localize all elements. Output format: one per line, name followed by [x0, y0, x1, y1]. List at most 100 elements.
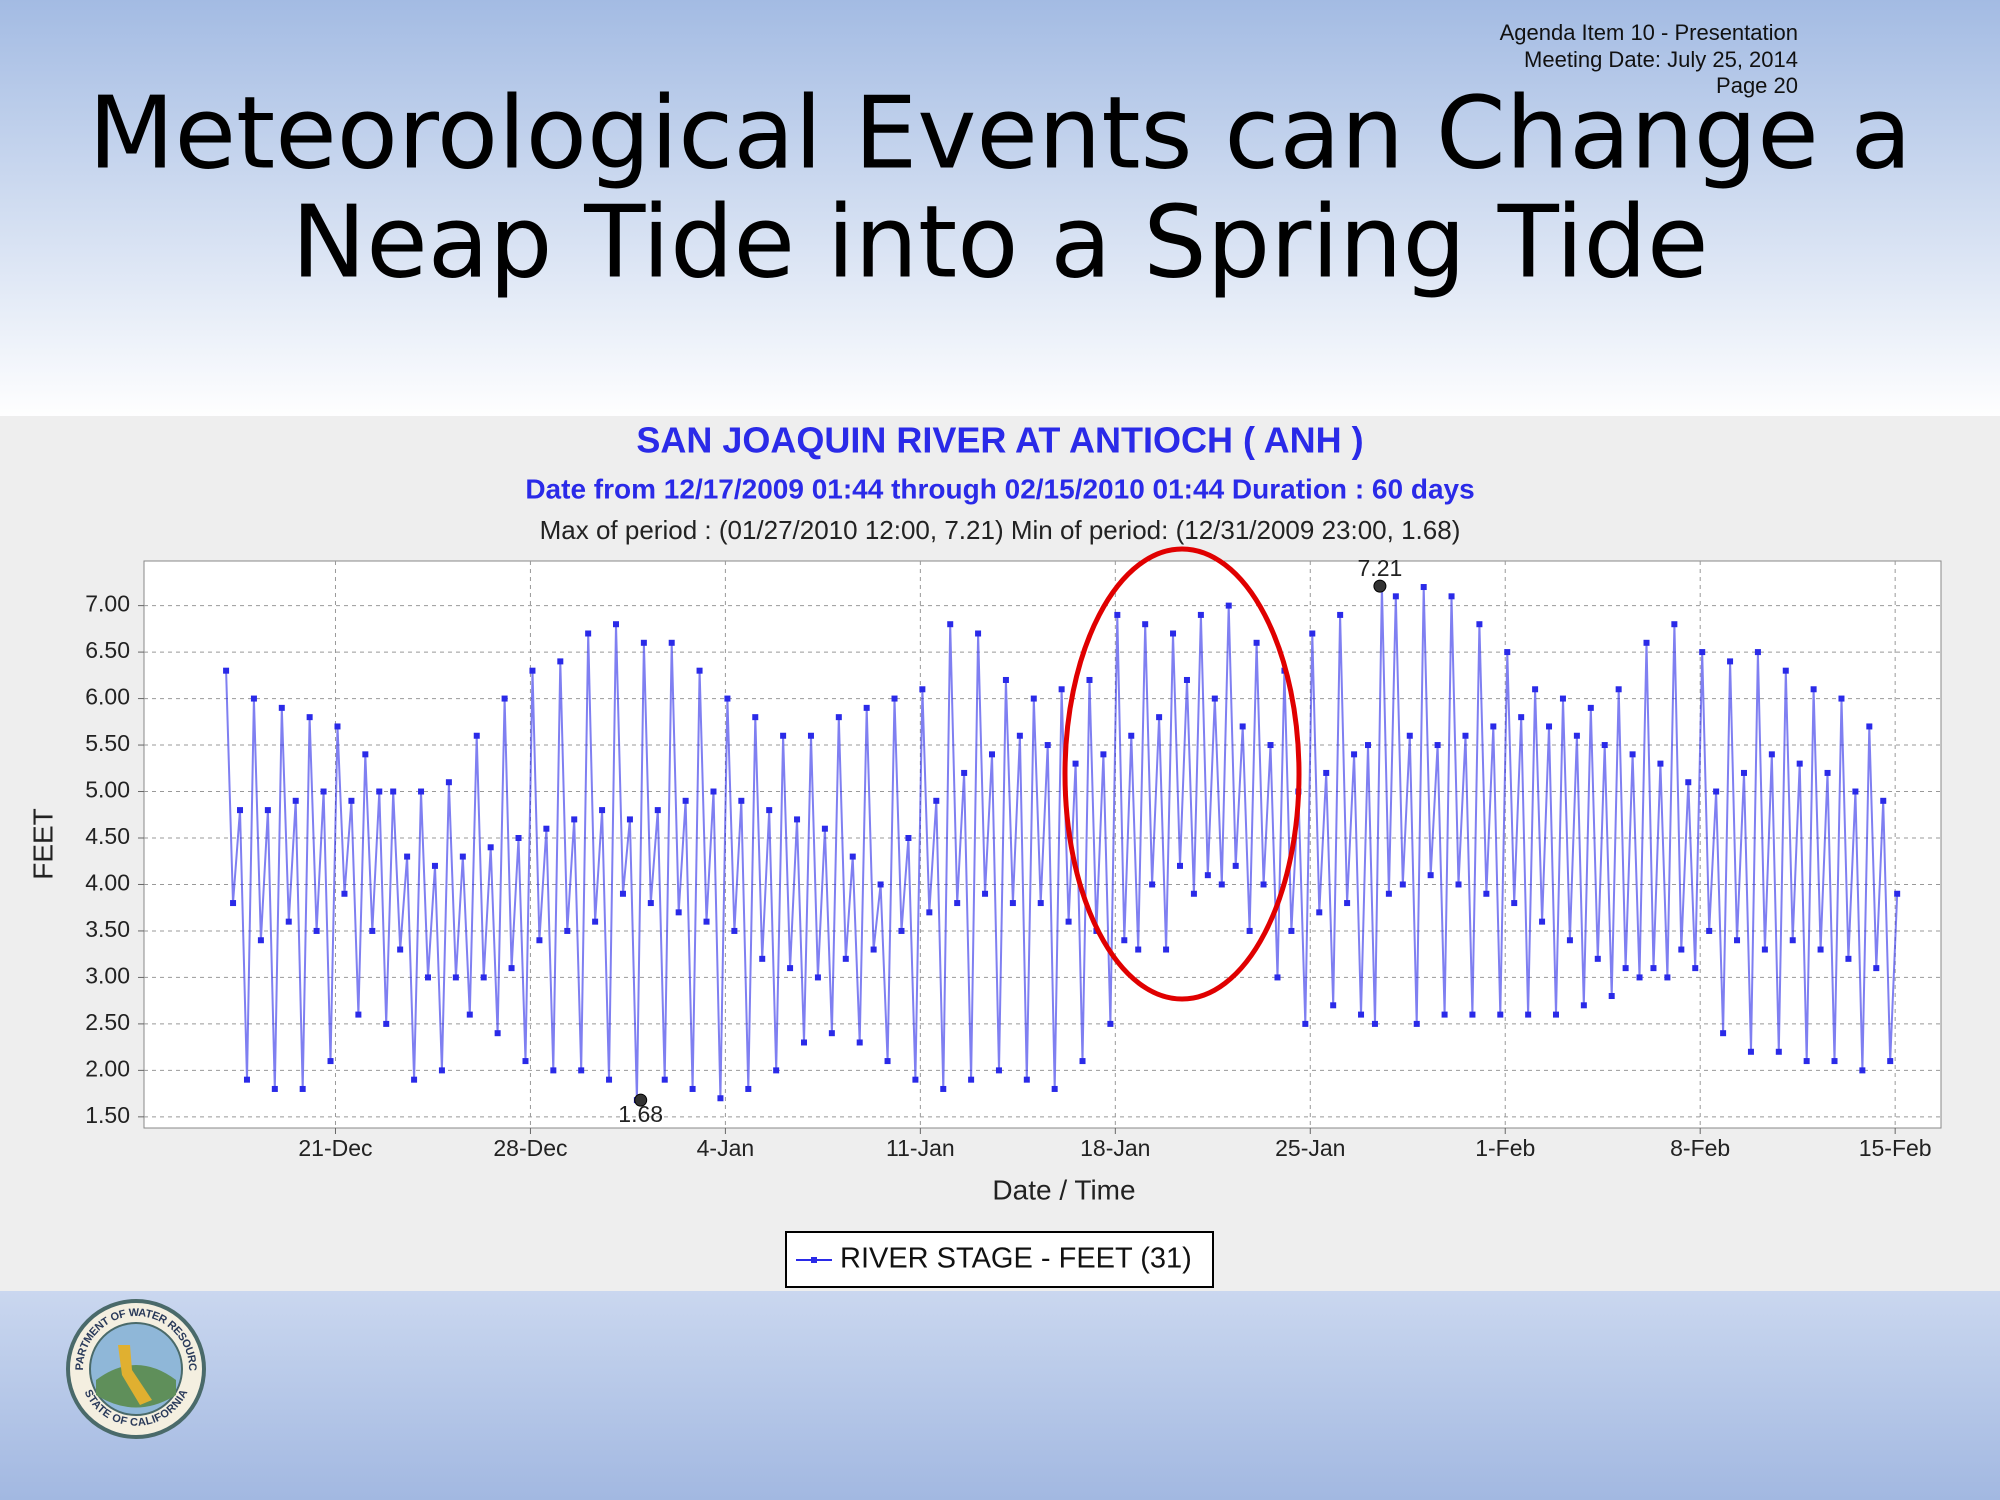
- data-point: [661, 1076, 668, 1083]
- data-point: [1747, 1048, 1754, 1055]
- data-point: [710, 788, 717, 795]
- data-point: [1546, 723, 1553, 730]
- data-point: [696, 667, 703, 674]
- slide-title: Meteorological Events can Change a: [88, 74, 1912, 191]
- data-point: [1344, 900, 1351, 907]
- data-point: [975, 630, 982, 637]
- highlight-ellipse: [1062, 546, 1302, 1002]
- data-point: [968, 1076, 975, 1083]
- data-point: [647, 900, 654, 907]
- data-point: [1337, 611, 1344, 618]
- data-point: [1608, 993, 1615, 1000]
- data-point: [1469, 1011, 1476, 1018]
- data-point: [988, 751, 995, 758]
- y-tick-label: 7.00: [85, 591, 130, 617]
- data-point: [1427, 872, 1434, 879]
- data-point: [1692, 965, 1699, 972]
- data-point: [759, 955, 766, 962]
- data-point: [355, 1011, 362, 1018]
- data-point: [257, 937, 264, 944]
- chart-title: SAN JOAQUIN RIVER AT ANTIOCH ( ANH ): [636, 420, 1363, 461]
- data-point: [1072, 760, 1079, 767]
- data-point: [1539, 918, 1546, 925]
- data-point: [1267, 742, 1274, 749]
- x-tick-label: 18-Jan: [1080, 1135, 1150, 1161]
- data-point: [313, 927, 320, 934]
- data-point: [383, 1020, 390, 1027]
- legend-label: RIVER STAGE - FEET (31): [840, 1243, 1192, 1275]
- data-point: [731, 927, 738, 934]
- data-point: [1740, 769, 1747, 776]
- data-point: [1594, 955, 1601, 962]
- slide-title: Neap Tide into a Spring Tide: [291, 183, 1708, 300]
- data-point: [264, 807, 271, 814]
- data-point: [411, 1076, 418, 1083]
- data-point: [1002, 676, 1009, 683]
- data-point: [1796, 760, 1803, 767]
- data-point: [940, 1085, 947, 1092]
- y-axis-label: FEET: [27, 808, 58, 880]
- data-point: [821, 825, 828, 832]
- data-point: [1016, 732, 1023, 739]
- data-point: [564, 927, 571, 934]
- x-tick-label: 11-Jan: [886, 1135, 955, 1161]
- x-tick-label: 8-Feb: [1670, 1135, 1730, 1161]
- data-point: [1518, 714, 1525, 721]
- data-point: [891, 695, 898, 702]
- data-point: [571, 816, 578, 823]
- data-point: [1309, 630, 1316, 637]
- data-point: [473, 732, 480, 739]
- data-point: [1239, 723, 1246, 730]
- data-point: [1218, 881, 1225, 888]
- data-point: [501, 695, 508, 702]
- data-point: [515, 834, 522, 841]
- legend-swatch-marker: [811, 1257, 817, 1263]
- data-point: [271, 1085, 278, 1092]
- data-point: [1385, 890, 1392, 897]
- x-tick-label: 21-Dec: [298, 1135, 372, 1161]
- data-point: [550, 1067, 557, 1074]
- data-point: [1852, 788, 1859, 795]
- data-point: [1532, 686, 1539, 693]
- data-point: [933, 797, 940, 804]
- data-point: [1413, 1020, 1420, 1027]
- data-point: [425, 974, 432, 981]
- annotation-marker: [1373, 579, 1387, 593]
- annotation-marker: [634, 1093, 648, 1107]
- data-point: [1030, 695, 1037, 702]
- data-point: [508, 965, 515, 972]
- data-point: [912, 1076, 919, 1083]
- data-point: [404, 853, 411, 860]
- chart-note: Max of period : (01/27/2010 12:00, 7.21)…: [540, 515, 1461, 545]
- data-point: [619, 890, 626, 897]
- data-point: [557, 658, 564, 665]
- data-point: [1636, 974, 1643, 981]
- x-tick-label: 15-Feb: [1859, 1135, 1932, 1161]
- data-point: [431, 862, 438, 869]
- data-point: [1100, 751, 1107, 758]
- data-point: [995, 1067, 1002, 1074]
- annotation-label: 7.21: [1358, 555, 1403, 581]
- data-point: [1371, 1020, 1378, 1027]
- data-point: [898, 927, 905, 934]
- data-point: [745, 1085, 752, 1092]
- data-point: [1504, 649, 1511, 656]
- data-point: [1622, 965, 1629, 972]
- data-point: [237, 807, 244, 814]
- data-point: [1351, 751, 1358, 758]
- data-point: [1775, 1048, 1782, 1055]
- data-point: [278, 704, 285, 711]
- data-point: [1037, 900, 1044, 907]
- data-point: [299, 1085, 306, 1092]
- data-point: [738, 797, 745, 804]
- data-point: [1650, 965, 1657, 972]
- data-point: [1190, 890, 1197, 897]
- data-point: [1399, 881, 1406, 888]
- data-point: [1511, 900, 1518, 907]
- data-point: [320, 788, 327, 795]
- data-point: [954, 900, 961, 907]
- data-point: [1573, 732, 1580, 739]
- data-point: [752, 714, 759, 721]
- data-point: [1699, 649, 1706, 656]
- data-point: [1149, 881, 1156, 888]
